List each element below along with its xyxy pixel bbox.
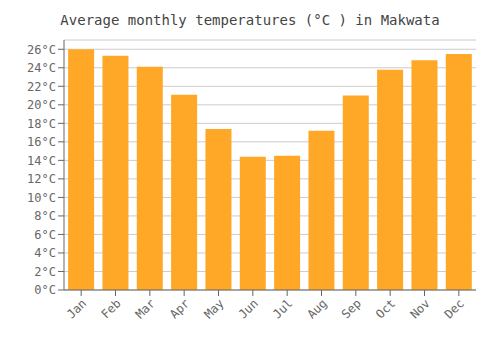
svg-text:6°C: 6°C bbox=[34, 228, 56, 242]
svg-text:Mar: Mar bbox=[133, 296, 158, 321]
svg-text:14°C: 14°C bbox=[27, 154, 56, 168]
html-text:Average monthly temperatures (: Average monthly temperatures (°C ) in Ma… bbox=[60, 12, 440, 28]
svg-text:Oct: Oct bbox=[373, 296, 398, 321]
svg-text:4°C: 4°C bbox=[34, 246, 56, 260]
svg-text:18°C: 18°C bbox=[27, 117, 56, 131]
svg-text:20°C: 20°C bbox=[27, 98, 56, 112]
svg-text:Jan: Jan bbox=[64, 296, 89, 321]
svg-text:Feb: Feb bbox=[98, 296, 123, 321]
svg-text:Dec: Dec bbox=[442, 296, 467, 321]
svg-text:2°C: 2°C bbox=[34, 265, 56, 279]
svg-text:26°C: 26°C bbox=[27, 43, 56, 57]
svg-text:24°C: 24°C bbox=[27, 61, 56, 75]
svg-text:0°C: 0°C bbox=[34, 283, 56, 297]
svg-text:22°C: 22°C bbox=[27, 80, 56, 94]
svg-text:Jun: Jun bbox=[236, 296, 261, 321]
svg-text:Nov: Nov bbox=[407, 296, 432, 321]
svg-text:Jul: Jul bbox=[270, 296, 295, 321]
svg-text:12°C: 12°C bbox=[27, 172, 56, 186]
svg-text:Apr: Apr bbox=[167, 296, 192, 321]
svg-text:8°C: 8°C bbox=[34, 209, 56, 223]
svg-text:10°C: 10°C bbox=[27, 191, 56, 205]
svg-text:16°C: 16°C bbox=[27, 135, 56, 149]
svg-text:May: May bbox=[201, 296, 226, 321]
svg-text:Aug: Aug bbox=[304, 296, 329, 321]
svg-text:Sep: Sep bbox=[339, 296, 364, 321]
